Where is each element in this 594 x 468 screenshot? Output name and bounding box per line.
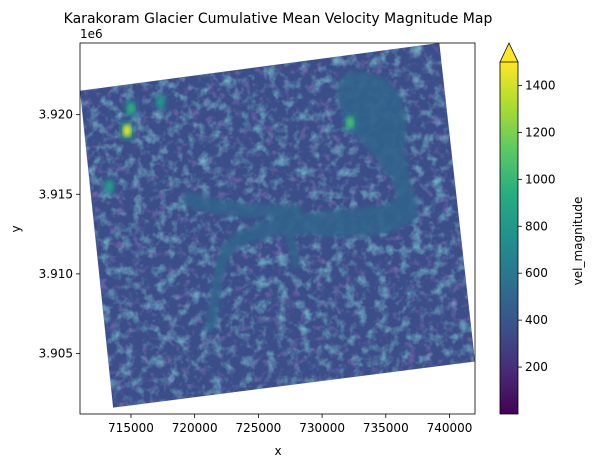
y-axis: 3.905 3.910 3.915 3.920	[39, 108, 80, 360]
y-tick-label: 3.915	[39, 187, 73, 201]
hotspot-core	[346, 116, 355, 129]
x-tick-label: 735000	[363, 421, 409, 435]
x-tick-label: 725000	[235, 421, 281, 435]
glacier-tributary	[284, 228, 299, 268]
glacier-tributary	[182, 190, 302, 218]
y-tick-label: 3.905	[39, 346, 73, 360]
colorbar-tick-label: 200	[525, 360, 548, 374]
colorbar-gradient	[500, 62, 518, 414]
chart-title: Karakoram Glacier Cumulative Mean Veloci…	[64, 11, 493, 27]
colorbar-tick-label: 1200	[525, 125, 556, 139]
y-tick-label: 3.920	[39, 108, 73, 122]
plot-area	[80, 43, 475, 408]
plot-frame	[79, 42, 476, 415]
colorbar: 200 400 600 800 1000 1200 1400 vel_magnitude	[499, 42, 585, 415]
y-axis-label: y	[9, 225, 23, 232]
hotspot-core	[126, 102, 135, 115]
hotspot-core	[156, 95, 165, 108]
x-axis: 715000 720000 725000 730000 735000 740000	[108, 414, 472, 435]
hotspot-core	[123, 124, 132, 137]
glacier-flow	[182, 71, 418, 331]
colorbar-tick-label: 800	[525, 219, 548, 233]
y-offset-label: 1e6	[80, 27, 103, 41]
colorbar-tick-label: 1000	[525, 172, 556, 186]
velocity-hotspots	[102, 92, 358, 196]
x-tick-label: 740000	[427, 421, 473, 435]
colorbar-outline	[499, 62, 519, 415]
colorbar-tick-label: 600	[525, 266, 548, 280]
hotspot-core	[105, 180, 114, 193]
x-tick-label: 715000	[108, 421, 154, 435]
glacier-main-trunk	[204, 71, 418, 331]
colorbar-label: vel_magnitude	[571, 197, 585, 286]
x-tick-label: 720000	[172, 421, 218, 435]
colorbar-tick-label: 1400	[525, 78, 556, 92]
x-axis-label: x	[274, 444, 281, 458]
x-tick-label: 730000	[299, 421, 345, 435]
colorbar-extend-arrow	[499, 42, 519, 63]
colorbar-tick-label: 400	[525, 313, 548, 327]
colorbar-ticks: 200 400 600 800 1000 1200 1400	[518, 78, 556, 374]
y-tick-label: 3.910	[39, 267, 73, 281]
